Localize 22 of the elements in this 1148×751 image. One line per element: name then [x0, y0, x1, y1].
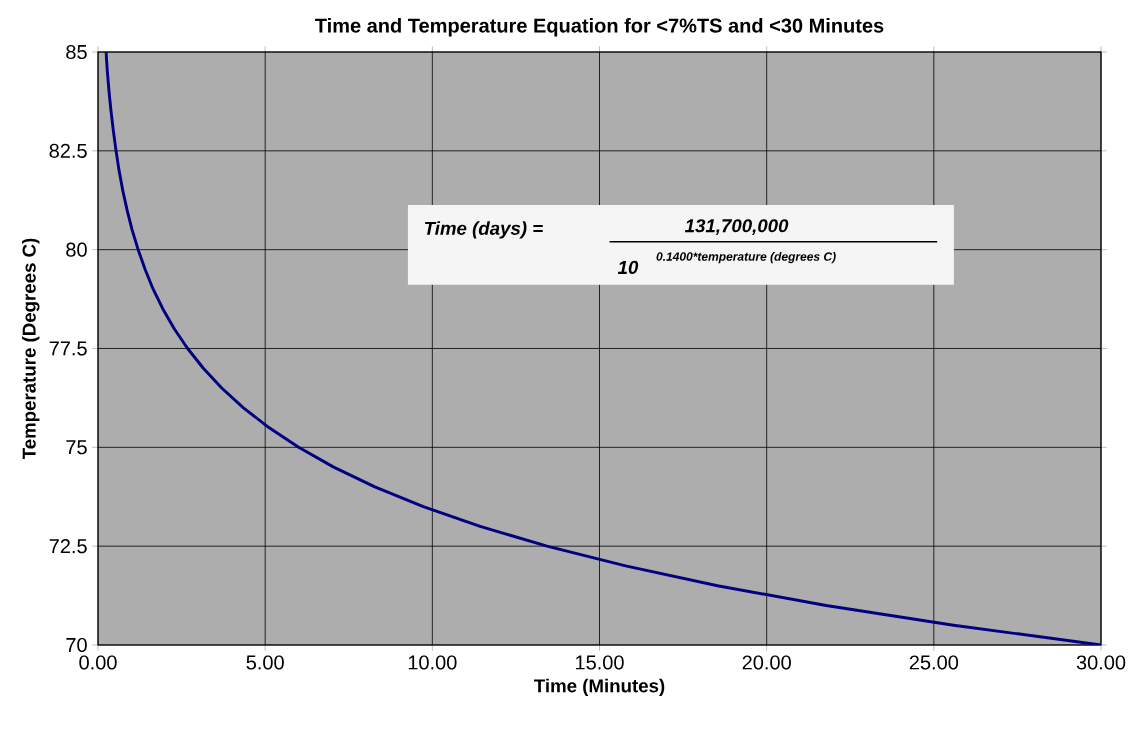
x-tick-label: 30.00: [1076, 655, 1126, 670]
y-axis-title: Temperature (Degrees C): [22, 238, 40, 460]
y-tick-label: 85: [66, 44, 87, 60]
x-tick-label: 10.00: [408, 655, 457, 670]
y-tick-label: 80: [66, 242, 87, 257]
annotation: 10: [617, 260, 639, 275]
line-series: [104, 52, 1102, 645]
x-tick-label: 20.00: [742, 655, 791, 670]
annotation: Time (days) =: [425, 221, 543, 239]
x-tick-label: 15.00: [576, 655, 624, 670]
annotation: 131,700,000: [684, 219, 789, 236]
y-tick-label: 75: [66, 440, 87, 455]
x-axis-title: Time (Minutes): [534, 678, 665, 697]
y-tick-label: 77.5: [49, 341, 87, 356]
chart-title: Time and Temperature Equation for <7%TS and <30 Minutes: [315, 17, 884, 37]
y-tick-label: 72.5: [49, 539, 87, 554]
y-tick-label: 82.5: [49, 143, 87, 158]
x-tick-label: 5.00: [246, 655, 284, 670]
annotation: 0.1400*temperature (degrees C): [656, 251, 836, 264]
y-tick-label: 70: [66, 637, 87, 653]
x-tick-label: 25.00: [909, 655, 959, 670]
x-tick-label: 0.00: [79, 655, 117, 670]
